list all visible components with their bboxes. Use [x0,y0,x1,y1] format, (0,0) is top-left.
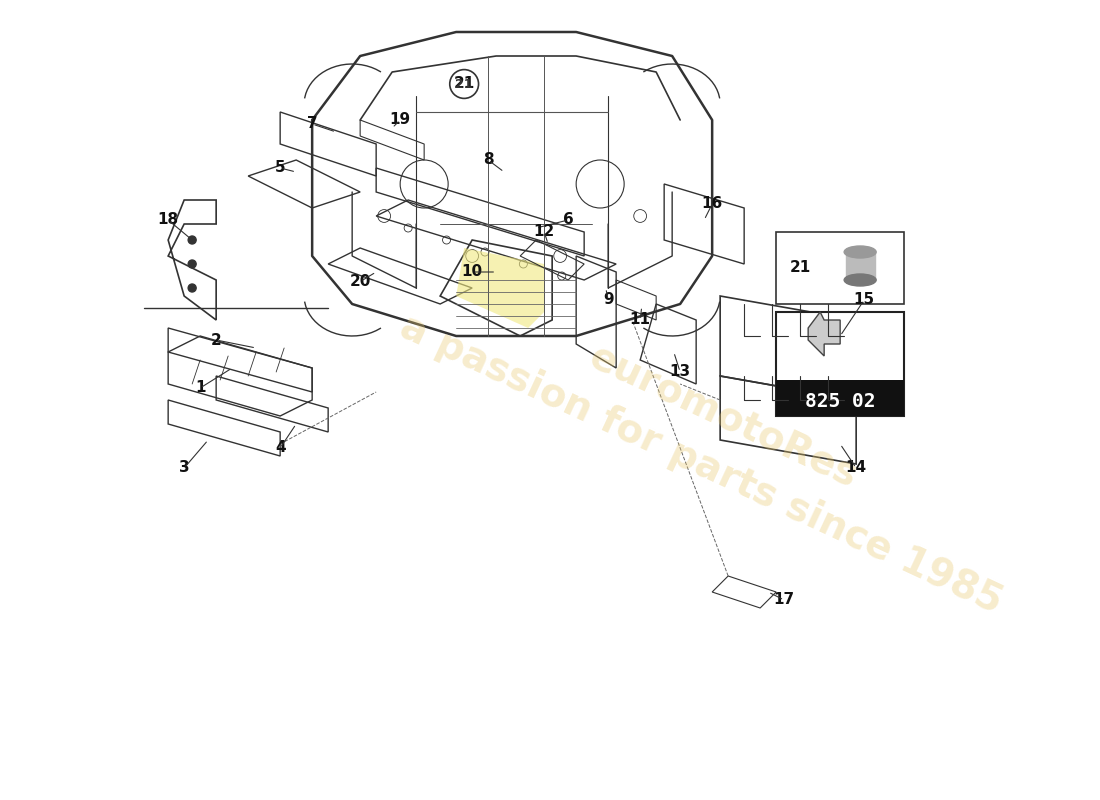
Text: 17: 17 [773,593,794,607]
Text: 12: 12 [534,225,554,239]
Text: 4: 4 [275,441,286,455]
Text: 20: 20 [350,274,371,289]
Text: 2: 2 [211,333,221,347]
Text: 9: 9 [603,293,614,307]
Text: euromotoRes
a passion for parts since 1985: euromotoRes a passion for parts since 19… [394,259,1031,621]
Text: 16: 16 [702,197,723,211]
FancyBboxPatch shape [777,232,904,304]
Text: 21: 21 [790,261,811,275]
Text: 21: 21 [455,78,473,90]
Bar [846,252,874,280]
Text: 15: 15 [854,293,874,307]
Text: 8: 8 [483,153,494,167]
FancyBboxPatch shape [777,312,904,416]
Ellipse shape [844,274,877,286]
Text: 21: 21 [453,77,475,91]
Text: 13: 13 [670,365,691,379]
Text: 19: 19 [389,113,410,127]
Text: 825 02: 825 02 [805,392,876,411]
Text: 7: 7 [307,117,318,131]
FancyBboxPatch shape [777,380,904,416]
Text: 5: 5 [275,161,286,175]
Circle shape [188,236,196,244]
Text: 14: 14 [846,461,867,475]
Circle shape [188,284,196,292]
Text: 6: 6 [563,213,573,227]
Text: 18: 18 [157,213,178,227]
Text: 1: 1 [195,381,206,395]
Ellipse shape [844,246,877,258]
Text: 11: 11 [629,313,651,327]
Circle shape [188,260,196,268]
Text: 10: 10 [462,265,483,279]
Polygon shape [456,248,544,328]
Text: 3: 3 [179,461,189,475]
Polygon shape [808,312,840,356]
